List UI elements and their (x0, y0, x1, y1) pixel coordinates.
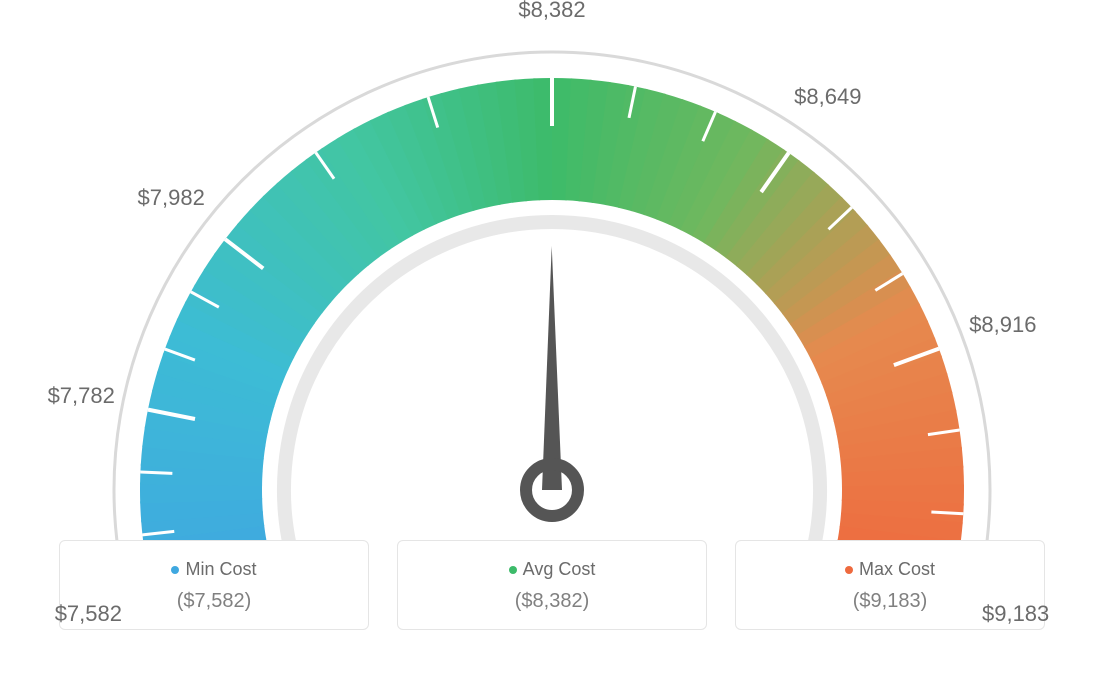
gauge-tick-label: $7,582 (55, 601, 122, 627)
legend-title-text: Max Cost (859, 559, 935, 580)
legend-value-avg: ($8,382) (408, 590, 696, 613)
gauge-tick-label: $7,982 (138, 185, 205, 211)
dot-icon (171, 566, 179, 574)
legend-row: Min Cost ($7,582) Avg Cost ($8,382) Max … (0, 540, 1104, 630)
gauge-tick-label: $8,382 (518, 0, 585, 23)
gauge-tick-label: $7,782 (48, 383, 115, 409)
dot-icon (509, 566, 517, 574)
gauge-chart (0, 0, 1104, 540)
gauge-tick-label: $8,916 (969, 312, 1036, 338)
legend-card-avg: Avg Cost ($8,382) (397, 540, 707, 630)
legend-title-min: Min Cost (171, 559, 256, 580)
gauge-tick-label: $8,649 (794, 84, 861, 110)
gauge-container: $7,582$7,782$7,982$8,382$8,649$8,916$9,1… (0, 0, 1104, 540)
legend-title-text: Min Cost (185, 559, 256, 580)
legend-title-avg: Avg Cost (509, 559, 596, 580)
gauge-tick-label: $9,183 (982, 601, 1049, 627)
legend-title-max: Max Cost (845, 559, 935, 580)
legend-title-text: Avg Cost (523, 559, 596, 580)
dot-icon (845, 566, 853, 574)
